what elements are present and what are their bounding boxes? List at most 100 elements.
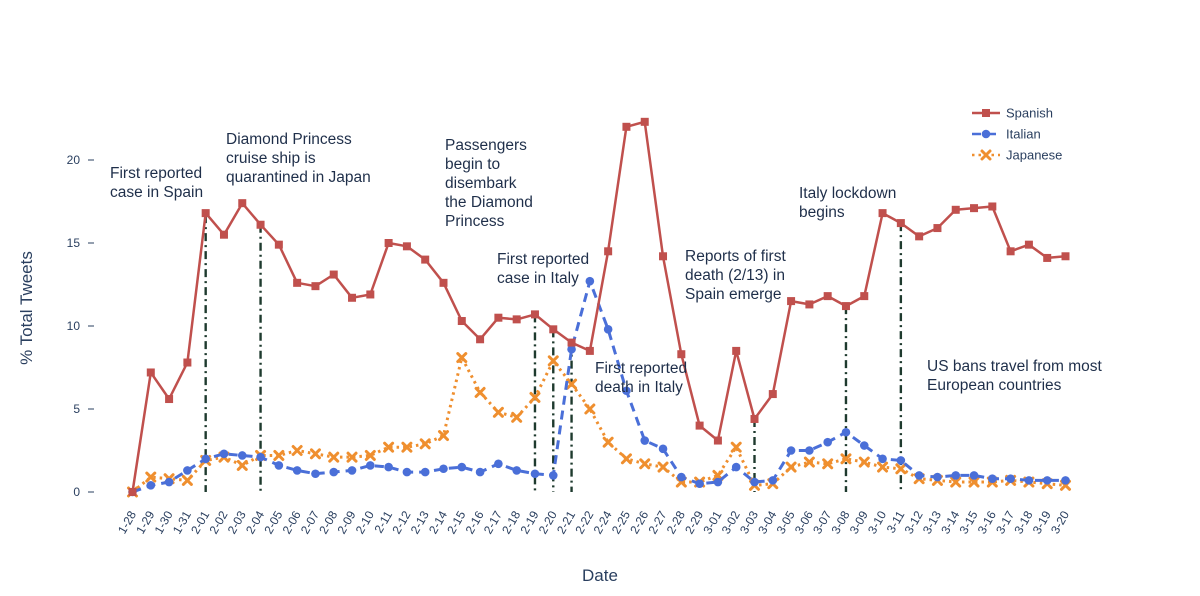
spanish-point <box>402 242 411 251</box>
x-tick-label: 3-08 <box>828 508 852 536</box>
spanish-point <box>512 315 521 324</box>
spanish-point <box>970 204 979 213</box>
annotation-line: Diamond Princess <box>226 131 352 148</box>
spanish-point <box>293 278 302 287</box>
italian-point <box>512 466 521 475</box>
annotations: First reported case in Spain Diamond Princ… <box>110 131 1103 396</box>
japanese-point <box>950 476 962 488</box>
italian-point <box>713 477 723 487</box>
spanish-point <box>750 414 759 423</box>
japanese-point <box>968 476 980 488</box>
x-tick-label: 1-30 <box>152 508 176 536</box>
x-tick-label: 3-20 <box>1048 508 1072 536</box>
x-tick-label: 3-12 <box>902 508 926 536</box>
legend-item-japanese[interactable]: Japanese <box>972 148 1062 163</box>
spanish-point <box>146 368 155 377</box>
japanese-point <box>639 458 651 470</box>
italian-point <box>823 437 832 447</box>
japanese-point <box>602 436 614 448</box>
x-tick-label: 3-14 <box>938 508 962 536</box>
x-tick-label: 2-07 <box>298 508 322 536</box>
x-tick-label: 2-28 <box>664 508 688 536</box>
legend-item-italian[interactable]: Italian <box>972 127 1041 142</box>
annotation-line: death in Italy <box>595 379 683 396</box>
spanish-point <box>787 297 796 306</box>
italian-point <box>347 466 357 475</box>
x-tick-label: 2-22 <box>572 508 596 536</box>
x-tick-label: 3-10 <box>865 508 889 536</box>
italian-point <box>201 454 210 464</box>
spanish-point <box>841 302 850 311</box>
spanish-point <box>274 240 283 249</box>
x-tick-label: 2-27 <box>645 508 669 536</box>
italian-point <box>1006 474 1015 484</box>
annotation-line: disembark <box>445 175 517 192</box>
spanish-point <box>366 290 375 299</box>
italian-point <box>988 474 997 484</box>
italian-point <box>292 466 302 475</box>
italian-point <box>494 459 503 469</box>
japanese-point <box>529 391 541 403</box>
spanish-point <box>713 436 722 445</box>
italian-point <box>914 471 924 480</box>
x-tick-label: 2-03 <box>225 508 249 536</box>
spanish-point <box>640 117 649 126</box>
spanish-point <box>1006 247 1015 256</box>
annotation-text: Passengers begin to disembark the Diamond Pr… <box>445 137 533 230</box>
x-tick-label: 2-25 <box>609 508 633 536</box>
spanish-point <box>659 252 668 261</box>
spanish-point <box>494 313 503 322</box>
x-tick-label: 3-16 <box>975 508 999 536</box>
italian-point <box>457 462 467 472</box>
x-tick-label: 3-09 <box>847 508 871 536</box>
italian-point <box>274 461 284 470</box>
annotation-line: Princess <box>445 213 505 230</box>
japanese-point <box>620 453 632 465</box>
italian-point <box>1024 476 1034 485</box>
spanish-point <box>695 421 704 430</box>
x-tick-label: 3-07 <box>810 508 834 536</box>
spanish-point <box>530 310 539 319</box>
italian-point <box>164 477 174 487</box>
italian-point <box>585 276 595 286</box>
spanish-point <box>622 122 631 131</box>
annotation-line: European countries <box>927 377 1062 394</box>
spanish-point <box>951 205 960 214</box>
japanese-point <box>383 441 395 453</box>
x-tick-label: 2-24 <box>591 508 615 536</box>
spanish-point <box>128 488 137 496</box>
annotation-line: case in Spain <box>110 184 203 201</box>
x-tick-label: 2-01 <box>188 508 212 536</box>
x-tick-label: 2-14 <box>426 508 450 536</box>
japanese-point <box>364 449 376 461</box>
x-tick-label: 2-13 <box>408 508 432 536</box>
japanese-point <box>657 461 669 473</box>
spanish-point <box>768 390 777 399</box>
spanish-point <box>677 350 686 359</box>
x-tick-label: 1-28 <box>115 508 139 536</box>
japanese-line <box>131 356 1066 494</box>
italian-point <box>859 441 869 450</box>
x-tick-label: 2-29 <box>682 508 706 536</box>
italian-point <box>219 449 229 459</box>
series-spanish <box>128 117 1070 496</box>
japanese-point <box>730 441 742 453</box>
spanish-point <box>896 219 905 228</box>
x-tick-label: 3-03 <box>737 508 761 536</box>
legend[interactable]: Spanish Italian Japanese <box>972 106 1062 163</box>
annotation-line: Passengers <box>445 137 527 154</box>
y-tick-label: 10 <box>67 319 81 333</box>
x-tick-label: 2-19 <box>517 508 541 536</box>
italian-point <box>384 462 393 472</box>
annotation-line: First reported <box>595 360 687 377</box>
spanish-point <box>915 232 924 241</box>
spanish-point <box>219 230 228 239</box>
italian-point <box>567 344 576 354</box>
x-tick-label: 3-17 <box>993 508 1017 536</box>
legend-item-spanish[interactable]: Spanish <box>972 106 1053 121</box>
japanese-point <box>273 449 285 461</box>
annotation-text: US bans travel from most European countri… <box>927 358 1103 394</box>
italian-point <box>768 476 778 485</box>
spanish-point <box>1061 252 1070 261</box>
